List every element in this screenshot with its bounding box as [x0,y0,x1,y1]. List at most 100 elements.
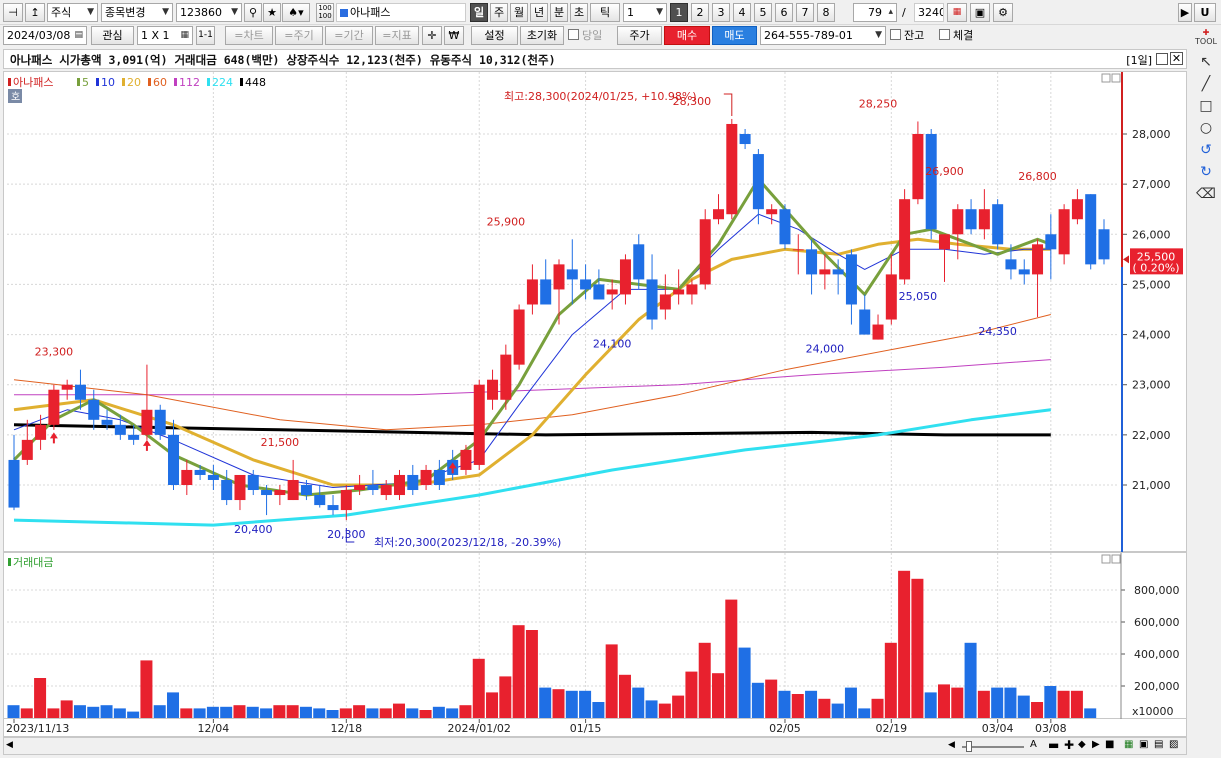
period-week-tab[interactable]: 주 [490,3,508,22]
page-button-4[interactable]: 4 [733,3,751,22]
page-button-6[interactable]: 6 [775,3,793,22]
pane-minimize-icon[interactable] [1101,554,1111,564]
volume-bar [233,705,246,718]
same-day-checkbox[interactable]: 당일 [568,26,602,45]
view-badge[interactable] [8,89,22,103]
ma-5-line [12,177,1052,497]
pane-minimize-icon[interactable] [1101,73,1111,83]
sell-button[interactable]: 매도 [712,26,757,45]
price-tick-label: 28,000 [1132,128,1171,141]
settings-button[interactable]: 설정 [471,26,518,45]
page-button-3[interactable]: 3 [712,3,730,22]
volume-bar [592,702,605,718]
won-button[interactable]: ₩ [444,26,464,45]
scroll-right-icon[interactable]: ◆ [1078,739,1086,750]
close-icon[interactable]: ✕ [1170,52,1183,65]
interest-button[interactable]: 관심 [91,26,134,45]
crosshair-icon[interactable]: ✛ [422,26,442,45]
volume-chart[interactable]: 800,000 600,000 400,000 200,000 x10000 거래대금 [4,553,1188,720]
market-select[interactable]: 주식 ▼ [47,3,98,22]
redo-icon[interactable]: ↻ [1200,164,1212,180]
price-chart[interactable]: 23,30020,40021,50020,30025,90024,10028,3… [4,72,1188,553]
volume-bar [366,708,379,718]
stop-icon[interactable]: ■ [1105,739,1115,750]
zoom-in-icon[interactable]: ✚ [1064,738,1075,752]
scroll-bar[interactable]: ◀ ◀ A ▬ ✚ ◆ ▶ ■ ▦ ▣ ▤ ▨ [3,737,1187,755]
circle-tool-icon[interactable]: ○ [1199,120,1213,136]
reset-button[interactable]: 초기화 [520,26,564,45]
zoom-slider[interactable] [962,746,1024,748]
period-minute-tab[interactable]: 분 [550,3,568,22]
font-size-icon[interactable]: A [1030,739,1037,750]
save-icon[interactable]: ▣ [1139,739,1149,750]
gear-icon[interactable]: ⚙ [993,3,1013,22]
account-select[interactable]: 264-555-789-01 ▼ [760,26,886,45]
stock-info-bar: 아나패스 시가총액 3,091(억) 거래대금 648(백만) 상장주식수 12… [3,49,1187,69]
play-icon[interactable]: ▶ [1178,3,1192,22]
settings-icon[interactable]: ▨ [1169,739,1179,750]
save-icon[interactable]: ▣ [970,3,990,22]
page-button-2[interactable]: 2 [691,3,709,22]
pane-close-icon[interactable] [1111,73,1121,83]
period-month-tab[interactable]: 월 [510,3,528,22]
candle-body [88,399,100,420]
grid-color-icon[interactable]: ▦ [947,3,967,22]
list-100-icon[interactable]: 100 100 [316,3,334,22]
volume-bar [326,710,339,718]
line-tool-icon[interactable]: ╱ [1201,76,1211,92]
undo-icon[interactable]: ↺ [1200,142,1212,158]
candle-body [367,485,379,491]
excel-icon[interactable]: ▦ [1124,739,1134,750]
candle-body [261,490,273,496]
page-button-5[interactable]: 5 [754,3,772,22]
volume-legend-marker [8,558,11,566]
count-input[interactable]: 79 ▴ [853,3,897,22]
pane-close-icon[interactable] [1111,554,1121,564]
legend: 아나패스 5 10 20 60 112 224 448 [8,76,266,89]
period-tick-tab[interactable]: 틱 [590,3,620,22]
tool-palette-icon[interactable]: ✚ TOOL [1195,28,1217,46]
period-year-tab[interactable]: 년 [530,3,548,22]
filled-checkbox[interactable]: 체결 [939,26,973,45]
star-icon[interactable]: ★ [263,3,281,22]
layout-select[interactable]: 1 X 1 ▦ [137,26,193,45]
candle-body [952,209,964,235]
buy-button[interactable]: 매수 [664,26,710,45]
scroll-left-small-icon[interactable]: ◀ [948,740,955,750]
u-button[interactable]: U [1194,3,1216,22]
zoom-out-icon[interactable]: ▬ [1048,738,1060,752]
page-button-8[interactable]: 8 [817,3,835,22]
spade-icon[interactable]: ♠▾ [282,3,310,22]
date-input[interactable]: 2024/03/08 ▤ [3,26,87,45]
period-value-select[interactable]: 1 ▼ [623,3,667,22]
play-icon[interactable]: ▶ [1092,739,1100,750]
zoom-slider-thumb[interactable] [966,741,972,752]
print-icon[interactable]: ▤ [1154,739,1164,750]
date-tick-label: 03/04 [982,722,1014,735]
date-tick-label: 03/08 [1035,722,1067,735]
indicator-button[interactable]: =지표 [375,26,419,45]
search-icon[interactable]: ⚲ [244,3,262,22]
balance-checkbox[interactable]: 잔고 [890,26,924,45]
code-input[interactable]: 123860 ▼ [176,3,242,22]
pointer-icon[interactable]: ↖ [1200,54,1212,70]
price-button[interactable]: 주가 [617,26,662,45]
eraser-icon[interactable]: ⌫ [1196,186,1216,202]
period-day-tab[interactable]: 일 [470,3,488,22]
page-button-1[interactable]: 1 [670,3,688,22]
layout-small-button[interactable]: 1-1 [196,26,215,45]
volume-pane[interactable]: 800,000 600,000 400,000 200,000 x10000 거래대금 [3,552,1188,720]
period-button[interactable]: =기간 [325,26,373,45]
chart-button[interactable]: =차트 [225,26,273,45]
price-pane[interactable]: 23,300 20,400 21,500 20,300 25,900 24,100 28,3… [3,71,1188,553]
scroll-left-icon[interactable]: ◀ [6,740,13,750]
pin-icon[interactable]: ⊣ [3,3,23,22]
change-item-select[interactable]: 종목변경 ▼ [101,3,173,22]
move-top-icon[interactable]: ↥ [25,3,45,22]
volume-bar [884,642,897,718]
rectangle-tool-icon[interactable]: □ [1199,98,1213,114]
period-second-tab[interactable]: 초 [570,3,588,22]
cycle-button[interactable]: =주기 [275,26,323,45]
maximize-icon[interactable] [1156,53,1168,65]
page-button-7[interactable]: 7 [796,3,814,22]
